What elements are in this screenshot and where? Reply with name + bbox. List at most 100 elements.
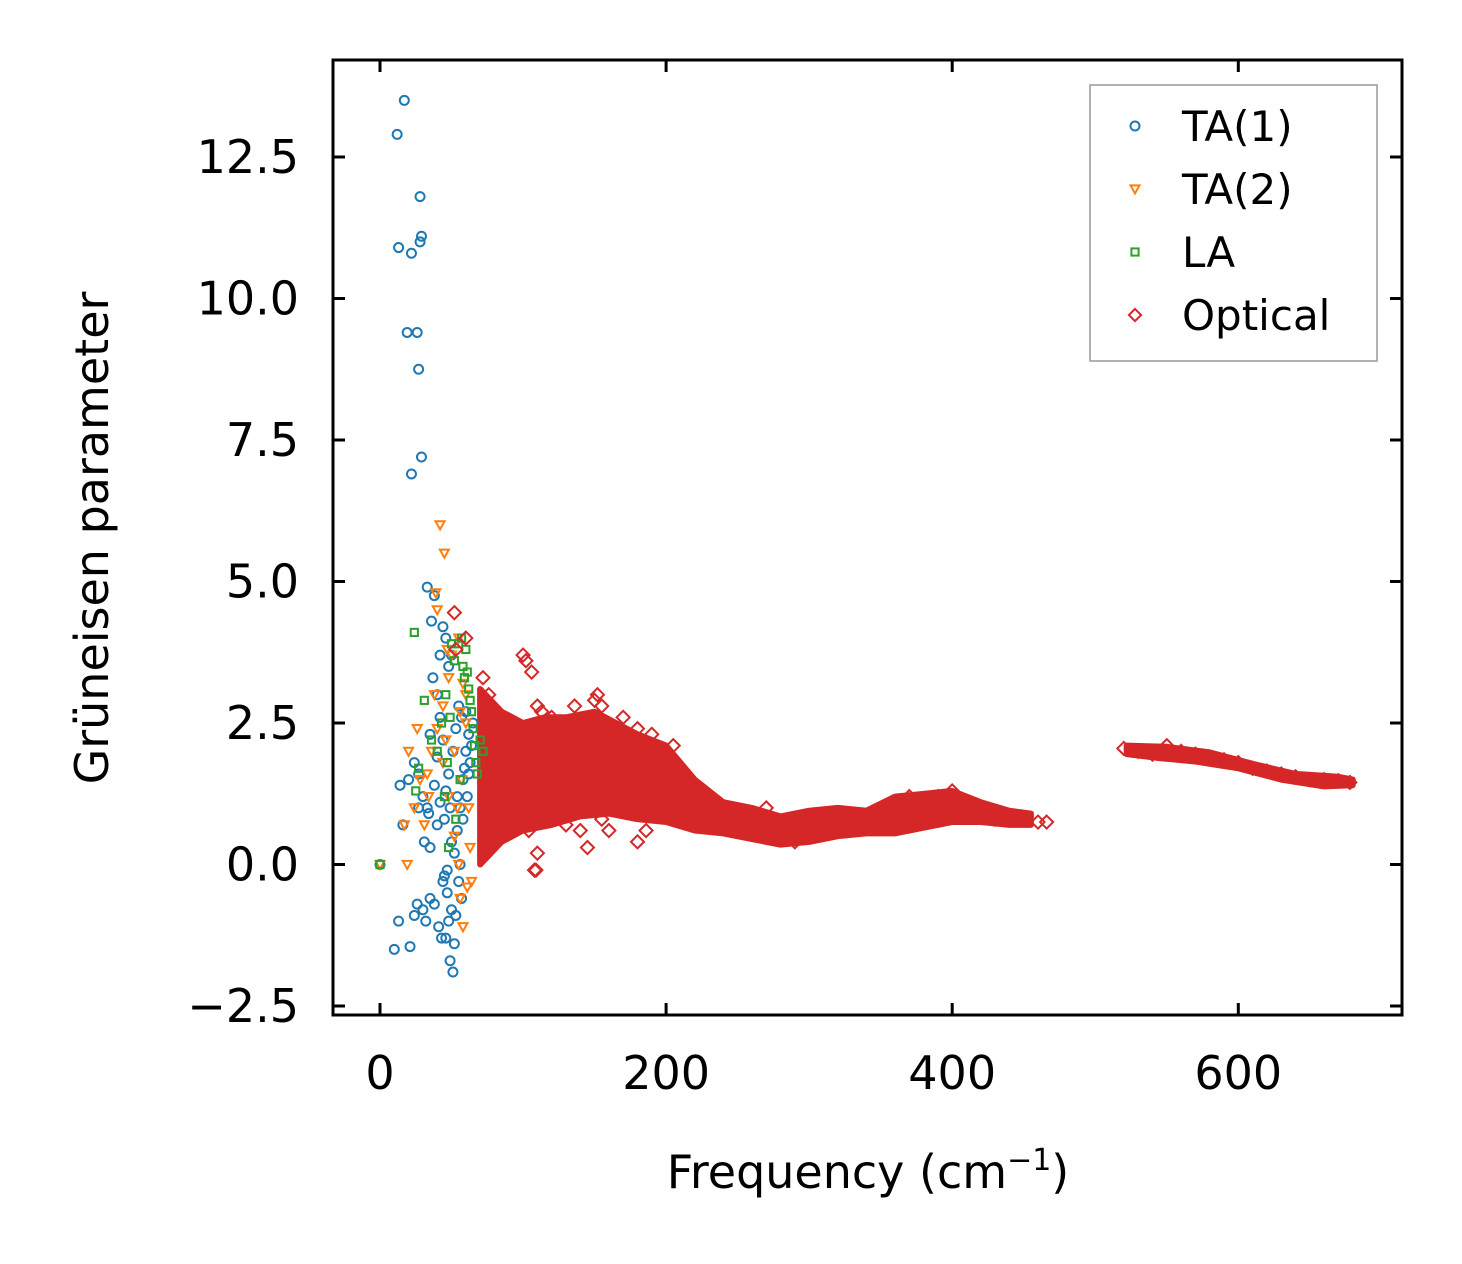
- data-point: [431, 751, 443, 763]
- data-point: [453, 893, 467, 906]
- data-point: [451, 814, 461, 824]
- y-tick-label: 2.5: [226, 696, 299, 750]
- data-point: [434, 711, 446, 723]
- data-point: [405, 247, 417, 259]
- data-point: [1130, 743, 1147, 760]
- data-point: [520, 822, 537, 839]
- data-point: [665, 737, 682, 754]
- data-point: [450, 909, 462, 921]
- data-point: [436, 932, 448, 944]
- data-point: [464, 684, 474, 694]
- data-point: [638, 822, 655, 839]
- data-point: [472, 769, 482, 779]
- data-point: [901, 788, 918, 805]
- data-point: [1015, 811, 1032, 828]
- data-point: [615, 709, 632, 726]
- data-point: [540, 805, 557, 822]
- data-point: [402, 746, 415, 758]
- data-point: [400, 859, 414, 872]
- data-point: [442, 673, 455, 685]
- legend-marker: [1130, 247, 1140, 257]
- data-point: [418, 836, 430, 848]
- data-point: [462, 667, 472, 677]
- data-point: [929, 788, 946, 805]
- data-point: [393, 242, 405, 254]
- data-point: [398, 94, 410, 106]
- data-point: [1038, 814, 1055, 830]
- data-point: [441, 864, 453, 876]
- data-point: [418, 820, 431, 832]
- data-point: [433, 921, 445, 933]
- legend-marker: [1128, 184, 1142, 196]
- data-point: [414, 191, 426, 203]
- series-optical: [446, 604, 1358, 879]
- data-point: [543, 709, 560, 726]
- data-point: [550, 715, 567, 731]
- data-points: [373, 94, 1358, 978]
- legend-item-optical: Optical: [1127, 291, 1330, 340]
- data-point: [453, 700, 465, 712]
- data-point: [428, 898, 440, 910]
- data-point: [443, 915, 455, 927]
- data-point: [413, 363, 425, 375]
- data-point: [440, 632, 452, 644]
- data-point: [529, 845, 546, 862]
- data-point: [438, 548, 451, 560]
- data-point: [423, 808, 435, 820]
- data-point: [915, 794, 932, 811]
- legend: TA(1) TA(2) LA Optical: [1089, 84, 1378, 362]
- data-point: [414, 763, 424, 773]
- data-point: [729, 811, 746, 828]
- data-point: [442, 758, 452, 768]
- data-point: [695, 788, 712, 805]
- data-point: [743, 816, 760, 833]
- legend-marker: [1129, 120, 1141, 132]
- plot-frame: [331, 58, 1404, 1017]
- data-point: [398, 820, 411, 832]
- data-point: [448, 746, 461, 758]
- data-point: [786, 833, 803, 850]
- y-tick-label: 7.5: [226, 413, 299, 467]
- data-point: [413, 768, 425, 780]
- data-point: [829, 805, 846, 822]
- optical-band-fill: [477, 686, 1034, 868]
- data-point: [421, 581, 433, 593]
- data-point: [466, 707, 477, 717]
- data-point: [471, 758, 481, 768]
- data-point: [469, 741, 480, 751]
- data-point: [448, 938, 460, 950]
- legend-label: TA(2): [1181, 165, 1293, 214]
- legend-marker: [1127, 307, 1143, 323]
- data-point: [593, 811, 610, 828]
- data-point: [443, 768, 455, 780]
- data-point: [424, 842, 436, 854]
- legend-box: [1089, 84, 1378, 362]
- data-point: [1330, 772, 1347, 789]
- x-tick-label: 200: [622, 1046, 710, 1100]
- data-point: [815, 811, 832, 828]
- data-point: [1144, 746, 1161, 763]
- data-point: [558, 816, 574, 833]
- data-point: [427, 672, 439, 684]
- data-point: [1115, 740, 1132, 757]
- y-tick-label: 10.0: [197, 272, 299, 326]
- data-point: [1244, 760, 1261, 777]
- data-point: [453, 875, 465, 887]
- series-la: [375, 627, 488, 870]
- series-ta-2-: [373, 520, 478, 934]
- data-point: [448, 847, 460, 859]
- data-point: [449, 656, 459, 666]
- legend-item-la: LA: [1130, 228, 1235, 277]
- data-point: [478, 746, 488, 756]
- data-point: [413, 775, 427, 787]
- data-point: [394, 779, 406, 791]
- data-point: [439, 791, 449, 802]
- data-point: [872, 811, 889, 828]
- data-point: [453, 707, 467, 719]
- data-point: [523, 664, 540, 680]
- optical-band: [477, 686, 1356, 868]
- legend-item-ta-1-: TA(1): [1129, 102, 1293, 151]
- data-point: [475, 669, 491, 686]
- data-point: [758, 799, 775, 816]
- data-point: [1201, 749, 1218, 765]
